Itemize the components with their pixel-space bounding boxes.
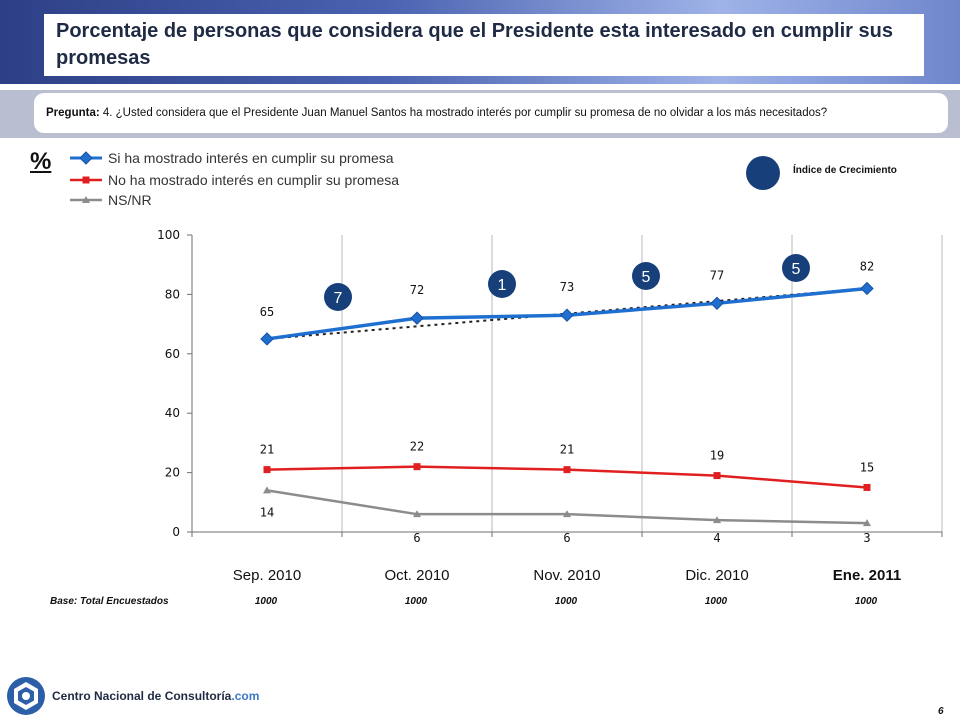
index-legend-circle-icon	[746, 156, 780, 190]
org-name: Centro Nacional de Consultoría.com	[52, 689, 259, 703]
data-label: 65	[260, 305, 274, 319]
data-label: 19	[710, 449, 724, 463]
y-tick-label: 40	[165, 406, 180, 420]
data-label: 3	[863, 531, 870, 545]
data-point	[410, 311, 424, 325]
question-body: 4. ¿Usted considera que el Presidente Ju…	[102, 107, 828, 119]
base-value-nov: 1000	[554, 596, 578, 607]
base-value-dic: 1000	[704, 596, 728, 607]
legend-label: Si ha mostrado interés en cumplir su pro…	[108, 150, 394, 166]
data-point	[260, 332, 274, 346]
y-tick-label: 0	[172, 525, 180, 539]
x-tick-label: Dic. 2010	[685, 567, 748, 584]
data-point	[263, 466, 271, 474]
header-band: Porcentaje de personas que considera que…	[0, 0, 960, 84]
y-tick-label: 80	[165, 287, 180, 301]
data-point	[263, 486, 271, 494]
y-tick-label: 100	[157, 228, 180, 242]
data-label: 21	[560, 443, 574, 457]
data-point	[863, 519, 871, 527]
data-label: 15	[860, 460, 874, 474]
base-value-ene: 1000	[854, 596, 878, 607]
percent-symbol: %	[30, 148, 52, 175]
growth-index-label: 1	[498, 277, 507, 294]
growth-index-circle	[632, 262, 660, 290]
series-line	[266, 489, 868, 525]
question-text: Pregunta: 4. ¿Usted considera que el Pre…	[46, 105, 926, 121]
growth-index-circle	[782, 254, 810, 282]
growth-index-circle	[324, 283, 352, 311]
data-label: 14	[260, 505, 274, 519]
cnc-logo-icon	[7, 677, 45, 715]
org-name-suffix: .com	[231, 689, 260, 703]
data-label: 4	[713, 531, 720, 545]
x-tick-label: Nov. 2010	[533, 567, 600, 584]
data-point	[860, 281, 874, 296]
growth-index-label: 5	[792, 261, 801, 278]
data-point	[560, 308, 574, 322]
data-point	[710, 296, 724, 311]
base-value-sep: 1000	[254, 596, 278, 607]
x-tick-label: Ene. 2011	[833, 567, 901, 584]
y-tick-label: 20	[165, 466, 180, 480]
data-label: 82	[860, 259, 874, 273]
title-box: Porcentaje de personas que considera que…	[44, 14, 924, 76]
x-tick-label: Sep. 2010	[233, 567, 301, 584]
data-point	[863, 483, 871, 491]
slide-title: Porcentaje de personas que considera que…	[56, 20, 893, 69]
growth-index-label: 7	[334, 290, 343, 307]
legend-marker	[82, 196, 90, 203]
data-label: 22	[410, 440, 424, 454]
legend-marker	[79, 151, 93, 165]
question-band: Pregunta: 4. ¿Usted considera que el Pre…	[0, 90, 960, 138]
index-legend-label: Índice de Crecimiento	[793, 165, 897, 176]
data-label: 73	[560, 280, 574, 294]
data-label: 72	[410, 283, 424, 297]
data-label: 6	[413, 531, 420, 545]
data-label: 21	[260, 443, 274, 457]
question-box: Pregunta: 4. ¿Usted considera que el Pre…	[34, 93, 948, 133]
org-name-main: Centro Nacional de Consultoría	[52, 689, 232, 703]
y-tick-label: 60	[165, 347, 180, 361]
base-label: Base: Total Encuestados	[50, 596, 169, 607]
data-point	[413, 463, 421, 471]
data-point	[563, 510, 571, 518]
data-label: 6	[563, 531, 570, 545]
legend-label: No ha mostrado interés en cumplir su pro…	[108, 172, 399, 188]
legend-label: NS/NR	[108, 192, 152, 208]
x-tick-label: Oct. 2010	[384, 567, 449, 584]
growth-index-circle	[488, 270, 516, 298]
question-prefix: Pregunta:	[46, 107, 100, 119]
data-point	[413, 510, 421, 518]
legend-marker	[82, 176, 90, 184]
data-point	[713, 516, 721, 524]
data-point	[713, 472, 721, 480]
growth-index-label: 5	[642, 269, 651, 286]
base-value-oct: 1000	[404, 596, 428, 607]
data-label: 77	[710, 268, 724, 282]
line-chart: 0 20 40 60 80 100 Sep. 2010 Oct. 2010 Nov. 2010 D…	[70, 150, 943, 584]
page-number: 6	[938, 706, 944, 717]
base-row: Base: Total Encuestados 1000 1000 1000 1…	[0, 596, 960, 612]
data-point	[563, 466, 571, 474]
